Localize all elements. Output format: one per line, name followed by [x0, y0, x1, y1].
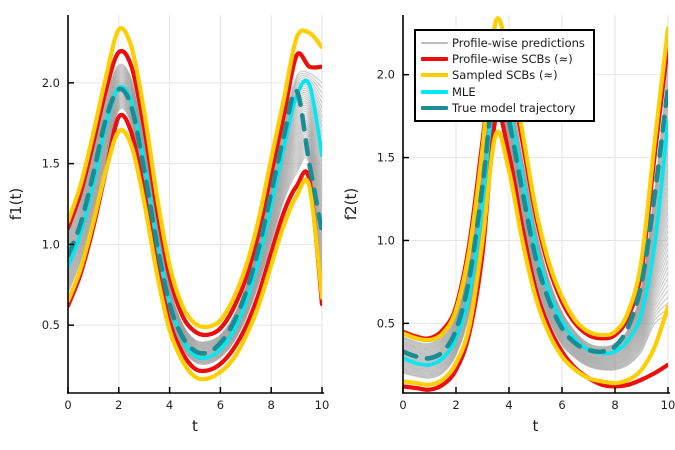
y-tick-label: 1.5: [377, 151, 395, 165]
sampled-scb-lower-line: [403, 129, 668, 387]
x-tick-label: 8: [268, 398, 275, 412]
profile-scb-upper-line: [68, 48, 322, 338]
sampled-scb-upper-line: [403, 16, 668, 343]
legend-item: Profile-wise SCBs (≈): [421, 51, 585, 67]
y-axis-label: f1(t): [7, 188, 25, 220]
legend-label: True model trajectory: [452, 100, 576, 115]
legend-swatch-line: [421, 89, 448, 94]
y-tick-label: 1.0: [377, 233, 395, 247]
legend-label: Sampled SCBs (≈): [452, 68, 558, 83]
legend: Profile-wise predictions Profile-wise SCB…: [414, 29, 595, 122]
y-tick-label: 1.0: [42, 237, 60, 251]
mle-line: [403, 76, 668, 367]
legend-label: MLE: [452, 84, 476, 99]
y-tick-label: 2.0: [377, 68, 395, 82]
true-trajectory-line: [403, 73, 668, 361]
sampled-scb-lower-line: [68, 128, 322, 382]
legend-item: MLE: [421, 84, 585, 100]
x-tick-label: 8: [611, 398, 618, 412]
x-tick-label: 0: [399, 398, 406, 412]
y-axis-label: f2(t): [342, 188, 360, 220]
x-tick-label: 10: [661, 398, 675, 412]
x-axis-label: t: [533, 417, 539, 435]
y-tick-label: 1.5: [42, 157, 60, 171]
legend-item: Sampled SCBs (≈): [421, 67, 585, 83]
legend-item: Profile-wise predictions: [421, 35, 585, 51]
y-tick-label: 0.5: [377, 316, 395, 330]
x-axis-label: t: [192, 417, 198, 435]
legend-item: True model trajectory: [421, 100, 585, 116]
x-tick-label: 6: [217, 398, 224, 412]
legend-swatch-line: [421, 105, 448, 110]
legend-swatch-line: [421, 73, 448, 78]
x-tick-label: 4: [166, 398, 173, 412]
legend-swatch-line: [421, 57, 448, 62]
legend-swatch-line: [421, 42, 448, 44]
x-tick-label: 2: [452, 398, 459, 412]
sampled-scb-upper-line: [68, 26, 322, 330]
x-tick-label: 6: [558, 398, 565, 412]
legend-label: Profile-wise SCBs (≈): [452, 52, 573, 67]
x-tick-label: 10: [315, 398, 330, 412]
profile-scb-lower-line: [403, 111, 668, 392]
true-trajectory-line: [68, 86, 322, 356]
x-tick-label: 0: [64, 398, 71, 412]
legend-label: Profile-wise predictions: [452, 36, 585, 51]
x-tick-label: 4: [505, 398, 512, 412]
x-tick-label: 2: [115, 398, 122, 412]
y-tick-label: 0.5: [42, 318, 60, 332]
y-tick-label: 2.0: [42, 76, 60, 90]
